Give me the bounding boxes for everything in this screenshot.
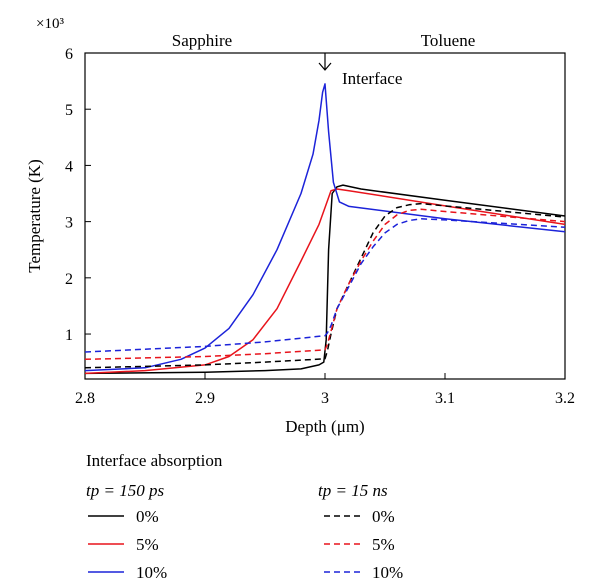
region-label-sapphire: Sapphire	[172, 31, 232, 50]
series-layer	[84, 83, 566, 375]
legend-label: 5%	[136, 535, 159, 554]
legend-label: 0%	[136, 507, 159, 526]
legend-group-15ns: tp = 15 ns	[318, 481, 388, 500]
interface-arrow	[318, 53, 332, 71]
y-tick-label: 5	[65, 102, 73, 119]
series-line-10pct-15ns	[84, 218, 566, 353]
legend-group-150ps: tp = 150 ps	[86, 481, 164, 500]
x-tick-label: 2.9	[195, 390, 215, 407]
series-line-5pct-15ns	[84, 208, 566, 361]
series-line-10pct-150ps	[84, 83, 566, 372]
x-tick-label: 3.1	[435, 390, 455, 407]
legend-label: 5%	[372, 535, 395, 554]
y-tick-label: 2	[65, 271, 73, 288]
legend-label: 10%	[136, 563, 167, 582]
x-tick-label: 3.2	[555, 390, 575, 407]
y-tick-label: 6	[65, 46, 73, 63]
interface-annotation: Interface	[342, 69, 402, 88]
series-line-0pct-150ps	[84, 184, 566, 375]
legend-label: 0%	[372, 507, 395, 526]
x-tick-label: 3	[321, 390, 329, 407]
y-axis: 1 2 3 4 5 6	[65, 46, 91, 344]
y-tick-label: 4	[65, 158, 73, 175]
region-label-toluene: Toluene	[421, 31, 476, 50]
x-axis: 2.8 2.9 3 3.1 3.2	[75, 373, 575, 407]
legend-label: 10%	[372, 563, 403, 582]
y-axis-label: Temperature (K)	[25, 159, 44, 273]
y-tick-label: 1	[65, 327, 73, 344]
legend-title: Interface absorption	[86, 451, 223, 470]
x-tick-label: 2.8	[75, 390, 95, 407]
x-axis-label: Depth (μm)	[285, 417, 364, 436]
y-tick-label: 3	[65, 215, 73, 232]
y-axis-multiplier: ×10³	[36, 16, 64, 32]
series-line-5pct-150ps	[84, 188, 566, 375]
legend-entries: 0% 5% 10% 0% 5% 10%	[88, 507, 403, 582]
series-line-0pct-15ns	[84, 202, 566, 369]
